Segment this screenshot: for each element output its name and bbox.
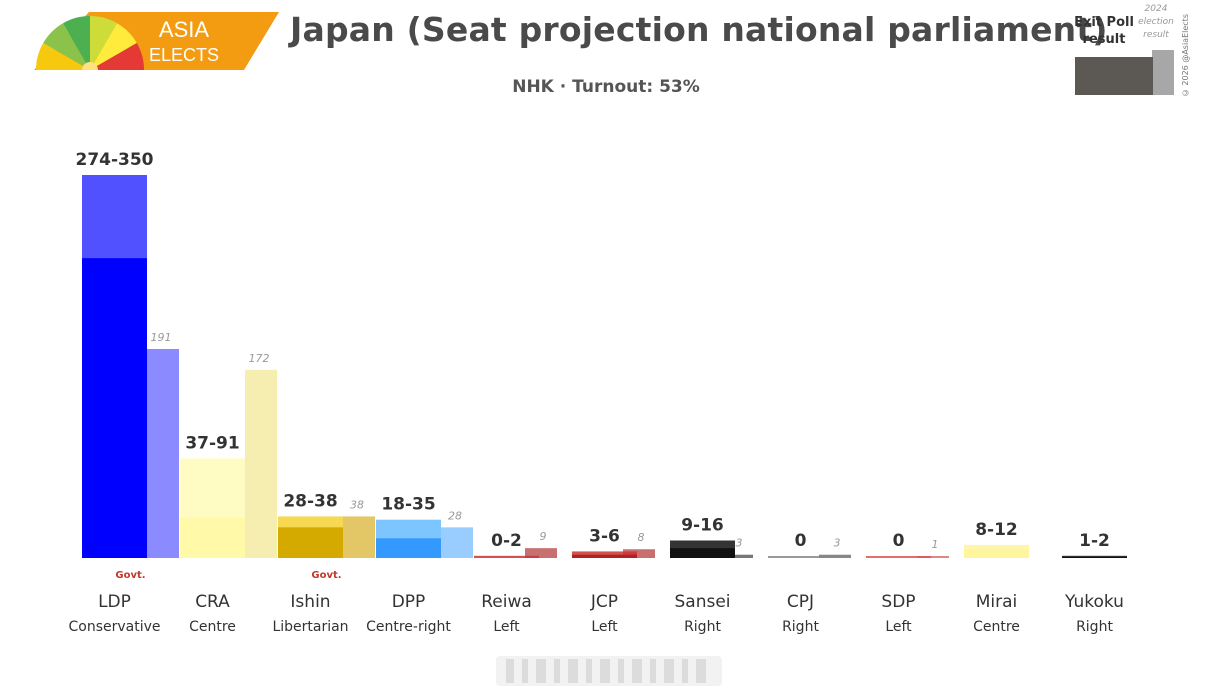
ideology-label-sdp: Left — [885, 619, 912, 635]
bar-exit-label-sansei: 9-16 — [681, 515, 724, 535]
legend-exit-poll-swatch — [1075, 57, 1153, 95]
bar-2024-label-dpp: 28 — [448, 509, 462, 522]
bar-exit-label-reiwa: 0-2 — [491, 531, 522, 551]
bar-2024-label-sdp: 1 — [932, 538, 939, 551]
logo-line1: ASIA — [159, 17, 209, 42]
x-tick-label-ldp: LDP — [98, 592, 131, 612]
bar-exit-low-ishin — [278, 527, 343, 558]
ideology-label-jcp: Left — [591, 619, 618, 635]
govt-label-ishin: Govt. — [311, 570, 341, 581]
bar-exit-range-reiwa — [474, 555, 539, 558]
bar-exit-low-sansei — [670, 548, 735, 558]
bar-exit-label-yukoku: 1-2 — [1079, 531, 1110, 551]
x-tick-label-cra: CRA — [195, 592, 230, 612]
ideology-label-cpj: Right — [782, 619, 819, 635]
bar-2024-label-ldp: 191 — [151, 331, 172, 344]
bar-exit-label-dpp: 18-35 — [381, 495, 435, 515]
bar-2024-dpp — [441, 527, 473, 558]
legend-previous-result-label: 2024 election result — [1138, 4, 1174, 40]
chart-subtitle: NHK · Turnout: 53% — [512, 77, 700, 97]
bar-2024-label-cra: 172 — [249, 352, 270, 365]
asia-elects-logo: ASIA ELECTS — [34, 12, 279, 78]
bar-2024-cra — [245, 369, 277, 558]
bar-2024-sdp — [917, 556, 949, 558]
bar-2024-label-jcp: 8 — [638, 531, 645, 544]
legend-previous-result-swatch — [1152, 50, 1174, 95]
horizontal-scrollbar[interactable] — [496, 656, 722, 686]
bar-exit-label-mirai: 8-12 — [975, 520, 1018, 540]
x-tick-label-sansei: Sansei — [674, 592, 730, 612]
bar-exit-low-cra — [180, 517, 245, 558]
x-tick-label-jcp: JCP — [590, 592, 618, 612]
bar-2024-cpj — [819, 554, 851, 558]
bar-exit-low-ldp — [82, 258, 147, 558]
x-tick-label-dpp: DPP — [392, 592, 426, 612]
bar-exit-label-cra: 37-91 — [185, 433, 239, 453]
govt-label-ldp: Govt. — [115, 570, 145, 581]
bar-2024-ldp — [147, 348, 179, 558]
bar-exit-label-ldp: 274-350 — [75, 150, 153, 170]
bar-exit-range-cpj — [768, 556, 833, 558]
legend-exit-poll-label: Exit Poll result — [1074, 15, 1134, 47]
logo-line2: ELECTS — [149, 45, 219, 65]
ideology-label-dpp: Centre-right — [366, 619, 451, 635]
bar-2024-label-cpj: 3 — [834, 537, 841, 550]
ideology-label-ishin: Libertarian — [272, 619, 348, 635]
legend: Exit Poll result 2024 election result © … — [1060, 0, 1215, 110]
ideology-label-reiwa: Left — [493, 619, 520, 635]
bar-exit-low-mirai — [964, 549, 1029, 558]
x-tick-label-mirai: Mirai — [976, 592, 1018, 612]
x-tick-label-reiwa: Reiwa — [481, 592, 532, 612]
bar-exit-label-ishin: 28-38 — [283, 491, 337, 511]
ideology-label-yukoku: Right — [1076, 619, 1113, 635]
bar-exit-label-sdp: 0 — [893, 531, 905, 551]
bar-exit-low-yukoku — [1062, 556, 1127, 558]
bar-exit-label-jcp: 3-6 — [589, 526, 620, 546]
bar-2024-ishin — [343, 516, 375, 558]
ideology-label-cra: Centre — [189, 619, 236, 635]
bar-exit-label-cpj: 0 — [795, 531, 807, 551]
x-tick-label-cpj: CPJ — [787, 592, 814, 612]
bar-exit-low-dpp — [376, 538, 441, 558]
x-tick-label-sdp: SDP — [881, 592, 915, 612]
x-tick-label-yukoku: Yukoku — [1064, 592, 1124, 612]
x-tick-label-ishin: Ishin — [290, 592, 330, 612]
ideology-label-mirai: Centre — [973, 619, 1020, 635]
bar-2024-label-sansei: 3 — [736, 537, 743, 550]
ideology-label-ldp: Conservative — [68, 619, 160, 635]
bar-2024-reiwa — [525, 548, 557, 558]
bar-2024-label-ishin: 38 — [350, 498, 364, 511]
bar-2024-label-reiwa: 9 — [540, 530, 547, 543]
bar-2024-jcp — [623, 549, 655, 558]
ideology-label-sansei: Right — [684, 619, 721, 635]
bar-exit-range-sdp — [866, 556, 931, 558]
bar-2024-sansei — [721, 554, 753, 558]
bar-exit-low-jcp — [572, 554, 637, 558]
